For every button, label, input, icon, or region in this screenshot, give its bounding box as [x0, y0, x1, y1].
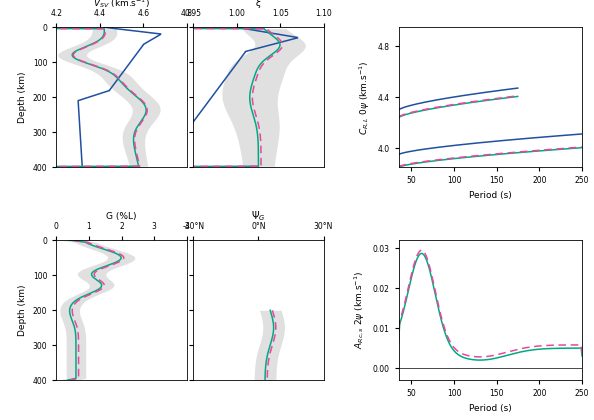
X-axis label: $\xi$: $\xi$	[255, 0, 262, 10]
X-axis label: $\Psi_G$: $\Psi_G$	[251, 209, 266, 223]
X-axis label: $V_{SV}$ (km.s$^{-1}$): $V_{SV}$ (km.s$^{-1}$)	[93, 0, 150, 10]
Y-axis label: Depth (km): Depth (km)	[18, 284, 27, 336]
X-axis label: G (%L): G (%L)	[106, 212, 137, 221]
Y-axis label: $A_{Rc,s}\ 2\psi$ (km.s$^{-1}$): $A_{Rc,s}\ 2\psi$ (km.s$^{-1}$)	[353, 271, 367, 349]
X-axis label: Period (s): Period (s)	[469, 191, 512, 200]
X-axis label: Period (s): Period (s)	[469, 404, 512, 413]
Y-axis label: $C_{R,L}\ 0\psi$ (km.s$^{-1}$): $C_{R,L}\ 0\psi$ (km.s$^{-1}$)	[358, 60, 372, 134]
Y-axis label: Depth (km): Depth (km)	[18, 71, 27, 123]
